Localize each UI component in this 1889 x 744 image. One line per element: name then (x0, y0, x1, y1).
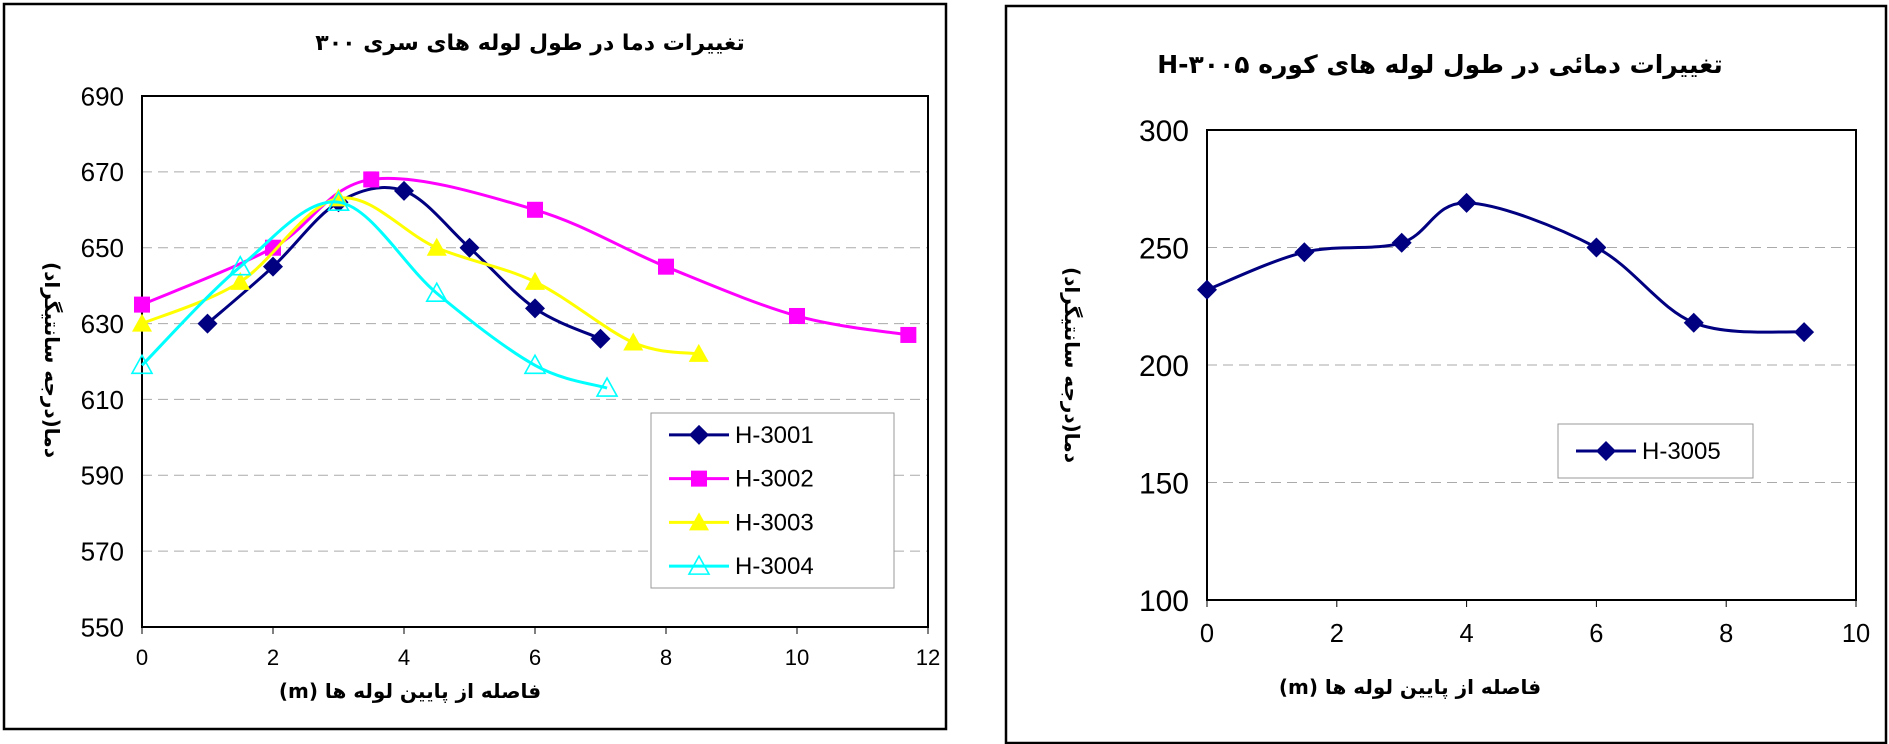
chart-frame (1004, 4, 1888, 744)
point-marker (1596, 441, 1616, 461)
point-marker (691, 470, 707, 487)
point-marker (590, 328, 611, 349)
legend-label: H-3004 (735, 553, 814, 580)
legend: H-3005 (1557, 423, 1754, 479)
x-tick-label: 10 (1842, 620, 1870, 648)
point-marker (1456, 192, 1477, 213)
y-tick-label: 250 (1139, 232, 1189, 265)
x-tick-label: 4 (398, 645, 410, 670)
point-marker (327, 190, 350, 211)
x-tick-label: 4 (1460, 620, 1474, 648)
legend-label: H-3002 (735, 466, 814, 493)
point-marker (394, 180, 414, 201)
y-tick-label: 610 (81, 385, 124, 415)
legend-label: H-3003 (735, 509, 814, 536)
chart-title: تغییرات دما در طول لوله های سری ۳۰۰ (315, 31, 744, 56)
point-marker (1294, 242, 1315, 263)
y-tick-label: 590 (81, 461, 124, 491)
point-marker (689, 512, 709, 531)
point-marker (623, 332, 644, 351)
point-marker (1586, 237, 1607, 258)
x-tick-label: 0 (136, 645, 148, 670)
series-line (140, 200, 608, 390)
point-marker (687, 554, 711, 575)
point-marker (789, 307, 805, 324)
x-tick-label: 8 (660, 645, 672, 670)
y-tick-label: 670 (81, 157, 124, 187)
series-H-3002 (134, 171, 917, 343)
x-tick-label: 2 (267, 645, 279, 670)
point-marker (658, 258, 674, 275)
point-marker (900, 326, 917, 343)
x-tick-label: 10 (785, 645, 810, 670)
point-marker (525, 298, 545, 319)
y-tick-label: 570 (81, 537, 124, 567)
x-tick-label: 0 (1200, 620, 1214, 648)
y-axis-label: دما(درجه سانتیگراد) (40, 262, 64, 458)
y-tick-label: 630 (81, 309, 124, 339)
y-tick-label: 650 (81, 233, 124, 263)
point-marker (1391, 232, 1412, 253)
y-tick-label: 200 (1139, 350, 1189, 383)
x-tick-label: 6 (1589, 620, 1603, 648)
point-marker (1683, 312, 1704, 333)
x-axis-label: فاصله از پایین لوله ها (m) (1279, 675, 1541, 700)
point-marker (130, 353, 154, 375)
x-tick-label: 6 (529, 645, 541, 670)
point-marker (426, 237, 447, 256)
y-tick-label: 550 (81, 612, 124, 642)
y-tick-label: 100 (1139, 585, 1189, 618)
point-marker (265, 239, 281, 256)
y-tick-label: 690 (81, 81, 124, 111)
chart-title: تغییرات دمائی در طول لوله های کوره H-۳۰۰… (1157, 50, 1723, 80)
legend-box (650, 412, 895, 589)
point-marker (523, 353, 547, 375)
point-marker (595, 376, 619, 397)
x-tick-label: 8 (1719, 620, 1733, 648)
x-axis-label: فاصله از پایین لوله ها (m) (279, 679, 541, 704)
point-marker (134, 296, 150, 313)
y-axis-label: دما(درجه سانتیگراد) (1060, 267, 1084, 463)
point-marker (263, 256, 283, 277)
chart-2: تغییرات دمائی در طول لوله های کوره H-۳۰۰… (1004, 4, 1888, 744)
point-marker (1794, 322, 1815, 343)
series-H-3005 (1197, 192, 1815, 343)
x-tick-label: 12 (916, 645, 941, 670)
series-H-3004 (130, 190, 619, 397)
chart-1: تغییرات دما در طول لوله های سری ۳۰۰ 550 57… (2, 2, 948, 731)
x-tick-label: 2 (1330, 620, 1344, 648)
point-marker (132, 313, 152, 332)
legend: H-3001 H-3002 H-3003 H-3004 (650, 412, 895, 589)
point-marker (688, 343, 709, 362)
y-tick-label: 300 (1139, 115, 1189, 148)
point-marker (197, 313, 218, 334)
point-marker (230, 271, 251, 290)
chart-frame (2, 2, 948, 731)
point-marker (425, 281, 449, 303)
legend-label: H-3001 (735, 422, 814, 449)
point-marker (459, 237, 480, 258)
point-marker (689, 424, 709, 445)
point-marker (228, 255, 252, 276)
y-tick-label: 150 (1139, 467, 1189, 500)
plot-area (1206, 129, 1857, 601)
legend-label: H-3005 (1642, 438, 1721, 465)
point-marker (363, 171, 380, 188)
point-marker (525, 271, 545, 290)
point-marker (527, 201, 543, 218)
point-marker (1197, 279, 1217, 300)
